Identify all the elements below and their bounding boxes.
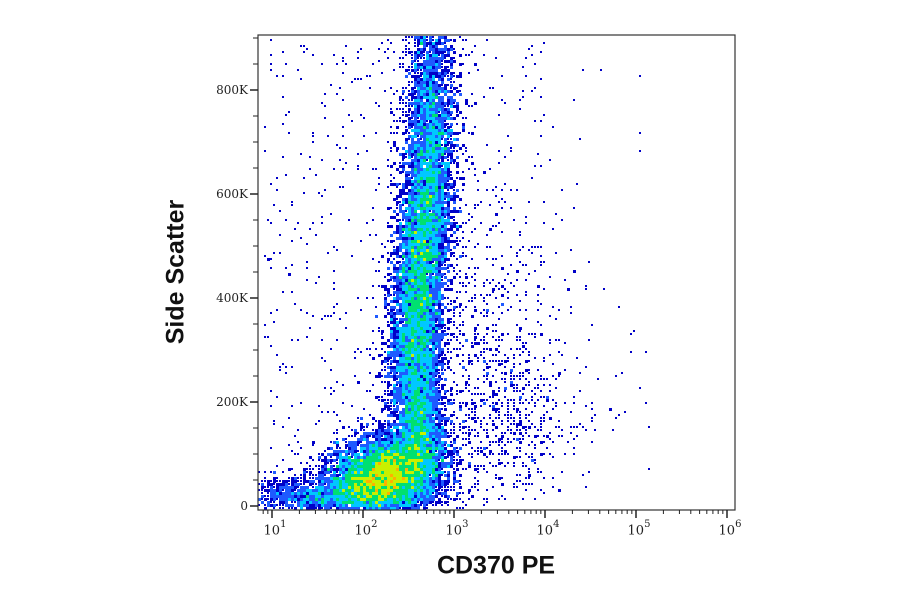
tick-base: 10 — [445, 523, 463, 539]
x-axis — [262, 510, 728, 518]
plot-frame — [257, 34, 736, 511]
x-tick-label: 103 — [445, 519, 469, 539]
x-tick-label: 105 — [627, 519, 651, 539]
data-points — [258, 36, 650, 510]
y-tick-label: 400K — [216, 291, 248, 305]
tick-exponent: 2 — [371, 519, 378, 530]
x-axis-title: CD370 PE — [436, 551, 556, 580]
tick-exponent: 1 — [280, 519, 287, 530]
tick-exponent: 5 — [644, 519, 651, 530]
x-tick-label: 104 — [536, 519, 560, 539]
y-tick-label: 600K — [216, 187, 248, 201]
y-tick-label: 0 — [240, 499, 248, 513]
tick-base: 10 — [627, 523, 645, 539]
y-tick-label: 200K — [216, 395, 248, 409]
tick-exponent: 6 — [735, 519, 742, 530]
tick-base: 10 — [263, 523, 281, 539]
tick-base: 10 — [354, 523, 372, 539]
tick-base: 10 — [536, 523, 554, 539]
y-axis-title: Side Scatter — [161, 199, 190, 345]
tick-exponent: 3 — [462, 519, 469, 530]
tick-exponent: 4 — [553, 519, 560, 530]
tick-base: 10 — [718, 523, 736, 539]
y-tick-label: 800K — [216, 83, 248, 97]
y-axis — [250, 37, 258, 507]
x-tick-label: 101 — [263, 519, 287, 539]
x-tick-label: 106 — [718, 519, 742, 539]
x-tick-label: 102 — [354, 519, 378, 539]
